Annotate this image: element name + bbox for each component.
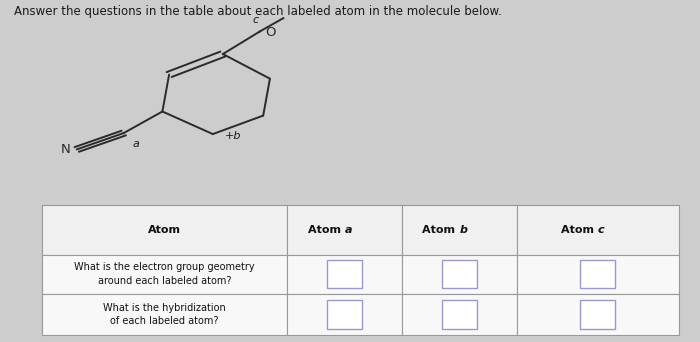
Bar	[442, 300, 477, 329]
Bar	[42, 254, 287, 293]
Text: Atom: Atom	[308, 225, 344, 235]
Bar	[442, 260, 477, 288]
Bar	[517, 254, 679, 293]
Text: b: b	[459, 225, 467, 235]
Bar	[402, 254, 517, 293]
Text: a: a	[344, 225, 352, 235]
Bar	[517, 205, 679, 254]
Bar	[327, 260, 362, 288]
Bar	[287, 205, 402, 254]
Text: O: O	[265, 26, 275, 39]
Bar	[42, 293, 287, 335]
Text: c: c	[598, 225, 604, 235]
Text: Atom: Atom	[561, 225, 598, 235]
Bar	[327, 300, 362, 329]
Text: Atom: Atom	[422, 225, 459, 235]
Bar	[402, 205, 517, 254]
Text: Atom: Atom	[148, 225, 181, 235]
Text: What is the electron group geometry
around each labeled atom?: What is the electron group geometry arou…	[74, 262, 255, 286]
Text: a: a	[132, 139, 139, 149]
Text: What is the hybridization
of each labeled atom?: What is the hybridization of each labele…	[103, 303, 226, 326]
Bar	[580, 300, 615, 329]
Bar	[42, 205, 287, 254]
Text: +b: +b	[225, 131, 241, 141]
Bar	[287, 293, 402, 335]
Text: c: c	[253, 15, 259, 25]
Bar	[287, 254, 402, 293]
Text: N: N	[61, 143, 71, 156]
Bar	[402, 293, 517, 335]
Text: Answer the questions in the table about each labeled atom in the molecule below.: Answer the questions in the table about …	[14, 5, 502, 18]
Bar	[517, 293, 679, 335]
Bar	[580, 260, 615, 288]
